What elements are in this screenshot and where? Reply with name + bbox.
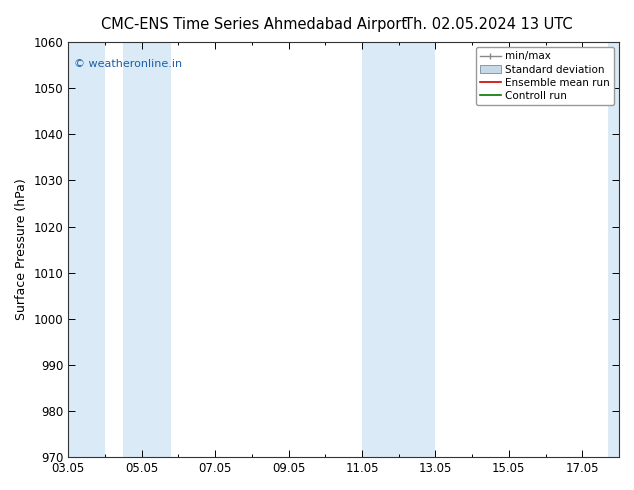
Bar [68, 42, 105, 457]
Bar [608, 42, 619, 457]
Y-axis label: Surface Pressure (hPa): Surface Pressure (hPa) [15, 179, 28, 320]
Text: Th. 02.05.2024 13 UTC: Th. 02.05.2024 13 UTC [404, 17, 573, 32]
Legend: min/max, Standard deviation, Ensemble mean run, Controll run: min/max, Standard deviation, Ensemble me… [476, 47, 614, 105]
Text: © weatheronline.in: © weatheronline.in [74, 59, 182, 69]
Bar [362, 42, 436, 457]
Bar [123, 42, 171, 457]
Text: CMC-ENS Time Series Ahmedabad Airport: CMC-ENS Time Series Ahmedabad Airport [101, 17, 406, 32]
